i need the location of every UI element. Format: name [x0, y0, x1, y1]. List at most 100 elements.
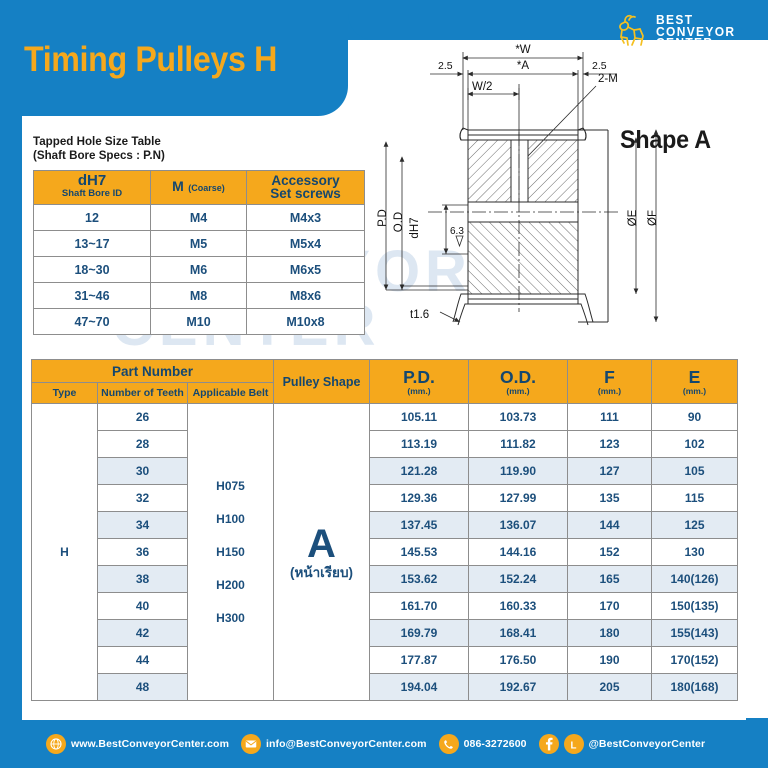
cell-f: 152 — [567, 538, 652, 566]
svg-text:P.D: P.D — [377, 209, 389, 227]
cell-bore: 47~70 — [33, 308, 151, 335]
cell-teeth: 40 — [97, 592, 188, 620]
globe-icon — [46, 734, 66, 754]
svg-text:L: L — [571, 740, 577, 751]
footer-social-text: @BestConveyorCenter — [588, 738, 706, 750]
line-icon[interactable]: L — [563, 734, 584, 754]
cell-pd: 153.62 — [369, 565, 469, 593]
svg-text:2.5: 2.5 — [592, 60, 607, 72]
th-screws-line1: Accessory — [271, 173, 340, 188]
cell-pd: 121.28 — [369, 457, 469, 485]
cell-bore: 13~17 — [33, 230, 151, 257]
svg-text:t1.6: t1.6 — [410, 309, 429, 321]
th-pd: P.D. (mm.) — [369, 359, 469, 404]
th-m: M (Coarse) — [150, 170, 247, 205]
th-pd-unit: (mm.) — [407, 385, 431, 396]
brand-logo: BEST CONVEYOR CENTER — [612, 12, 760, 54]
th-bore-main: dH7 — [77, 172, 107, 189]
cell-teeth: 30 — [97, 457, 188, 485]
table-row: 47~70 M10 M10x8 — [33, 308, 365, 335]
th-od-unit: (mm.) — [506, 385, 530, 396]
svg-text:2-M: 2-M — [598, 73, 618, 85]
cell-e: 130 — [651, 538, 738, 566]
table-row: 44 177.87 176.50 190 170(152) — [32, 646, 738, 674]
th-belt: Applicable Belt — [187, 382, 274, 404]
footer-email[interactable]: info@BestConveyorCenter.com — [241, 734, 427, 754]
cell-pd: 113.19 — [369, 430, 469, 458]
cell-e: 140(126) — [651, 565, 738, 593]
table-row: 48 194.04 192.67 205 180(168) — [32, 673, 738, 701]
cell-od: 111.82 — [468, 430, 568, 458]
cell-pd: 194.04 — [369, 673, 469, 701]
footer-email-text: info@BestConveyorCenter.com — [266, 738, 427, 750]
cell-f: 123 — [567, 430, 652, 458]
cell-f: 144 — [567, 511, 652, 539]
svg-text:O.D: O.D — [393, 212, 405, 232]
spec-header-row-2: Type Number of Teeth Applicable Belt — [31, 382, 738, 404]
shape-letter: A — [307, 522, 336, 566]
cell-teeth: 36 — [97, 538, 188, 566]
belt-item: H100 — [216, 511, 245, 526]
cell-od: 176.50 — [468, 646, 568, 674]
cell-bore: 31~46 — [33, 282, 151, 309]
goat-logo-icon — [619, 14, 644, 46]
th-teeth: Number of Teeth — [97, 382, 188, 404]
cell-teeth: 34 — [97, 511, 188, 539]
th-e-unit: (mm.) — [682, 385, 707, 396]
cell-pd: 145.53 — [369, 538, 469, 566]
svg-text:6.3: 6.3 — [450, 226, 464, 237]
cell-od: 160.33 — [468, 592, 568, 620]
cell-pd: 137.45 — [369, 511, 469, 539]
th-screws-line2: Set screws — [270, 186, 341, 201]
cell-pd: 177.87 — [369, 646, 469, 674]
tapped-hole-table: dH7 Shaft Bore ID M (Coarse) Accessory S… — [33, 170, 365, 335]
facebook-icon[interactable] — [538, 734, 559, 754]
cell-od: 144.16 — [468, 538, 568, 566]
cell-pd: 129.36 — [369, 484, 469, 512]
cell-pd: 169.79 — [369, 619, 469, 647]
svg-text:ØF: ØF — [647, 210, 659, 226]
th-type: Type — [31, 382, 98, 404]
title-block: Timing Pulleys H — [0, 0, 348, 116]
cell-od: 168.41 — [468, 619, 568, 647]
svg-text:*A: *A — [517, 60, 529, 72]
tapped-hole-header-row: dH7 Shaft Bore ID M (Coarse) Accessory S… — [33, 170, 365, 205]
cell-bore: 18~30 — [33, 256, 151, 283]
cell-m: M6 — [150, 256, 247, 283]
th-pulley-shape: Pulley Shape — [273, 359, 370, 404]
cell-e: 115 — [651, 484, 738, 512]
logo-wordmark: BEST CONVEYOR CENTER — [656, 14, 735, 50]
cell-teeth: 32 — [97, 484, 188, 512]
footer-website[interactable]: www.BestConveyorCenter.com — [46, 734, 229, 754]
cell-belts: H075 H100 H150 H200 H300 — [187, 403, 274, 701]
th-od: O.D. (mm.) — [468, 359, 568, 404]
cell-screw: M4x3 — [246, 204, 365, 231]
table-row: 28 113.19 111.82 123 102 — [32, 430, 738, 458]
cell-f: 111 — [567, 403, 652, 431]
left-blue-band — [0, 110, 22, 718]
cell-m: M4 — [150, 204, 247, 231]
cell-teeth: 42 — [97, 619, 188, 647]
belt-item: H200 — [216, 577, 245, 592]
cell-e: 102 — [651, 430, 738, 458]
cell-f: 135 — [567, 484, 652, 512]
table-row: H 26 H075 H100 H150 H200 H300 A (หน้าเรี… — [31, 403, 738, 701]
footer-phone[interactable]: 086-3272600 — [438, 734, 527, 754]
table-row: 32 129.36 127.99 135 115 — [32, 484, 738, 512]
tapped-hole-caption: Tapped Hole Size Table (Shaft Bore Specs… — [33, 135, 165, 162]
spec-table-body: H 26 H075 H100 H150 H200 H300 A (หน้าเรี… — [31, 403, 738, 701]
shape-thai-label: (หน้าเรียบ) — [289, 565, 354, 580]
cell-m: M8 — [150, 282, 247, 309]
th-pd-label: P.D. — [403, 366, 435, 387]
th-bore-sub: Shaft Bore ID — [61, 188, 123, 199]
cell-f: 165 — [567, 565, 652, 593]
th-f: F (mm.) — [567, 359, 652, 404]
svg-text:dH7: dH7 — [409, 217, 421, 238]
belt-item: H300 — [216, 610, 245, 625]
table-row: 34 137.45 136.07 144 125 — [32, 511, 738, 539]
specification-table: Part Number Pulley Shape P.D. (mm.) O.D.… — [31, 359, 738, 701]
cell-od: 192.67 — [468, 673, 568, 701]
cell-e: 170(152) — [651, 646, 738, 674]
footer-social[interactable]: L @BestConveyorCenter — [538, 734, 706, 754]
cell-screw: M8x6 — [246, 282, 365, 309]
